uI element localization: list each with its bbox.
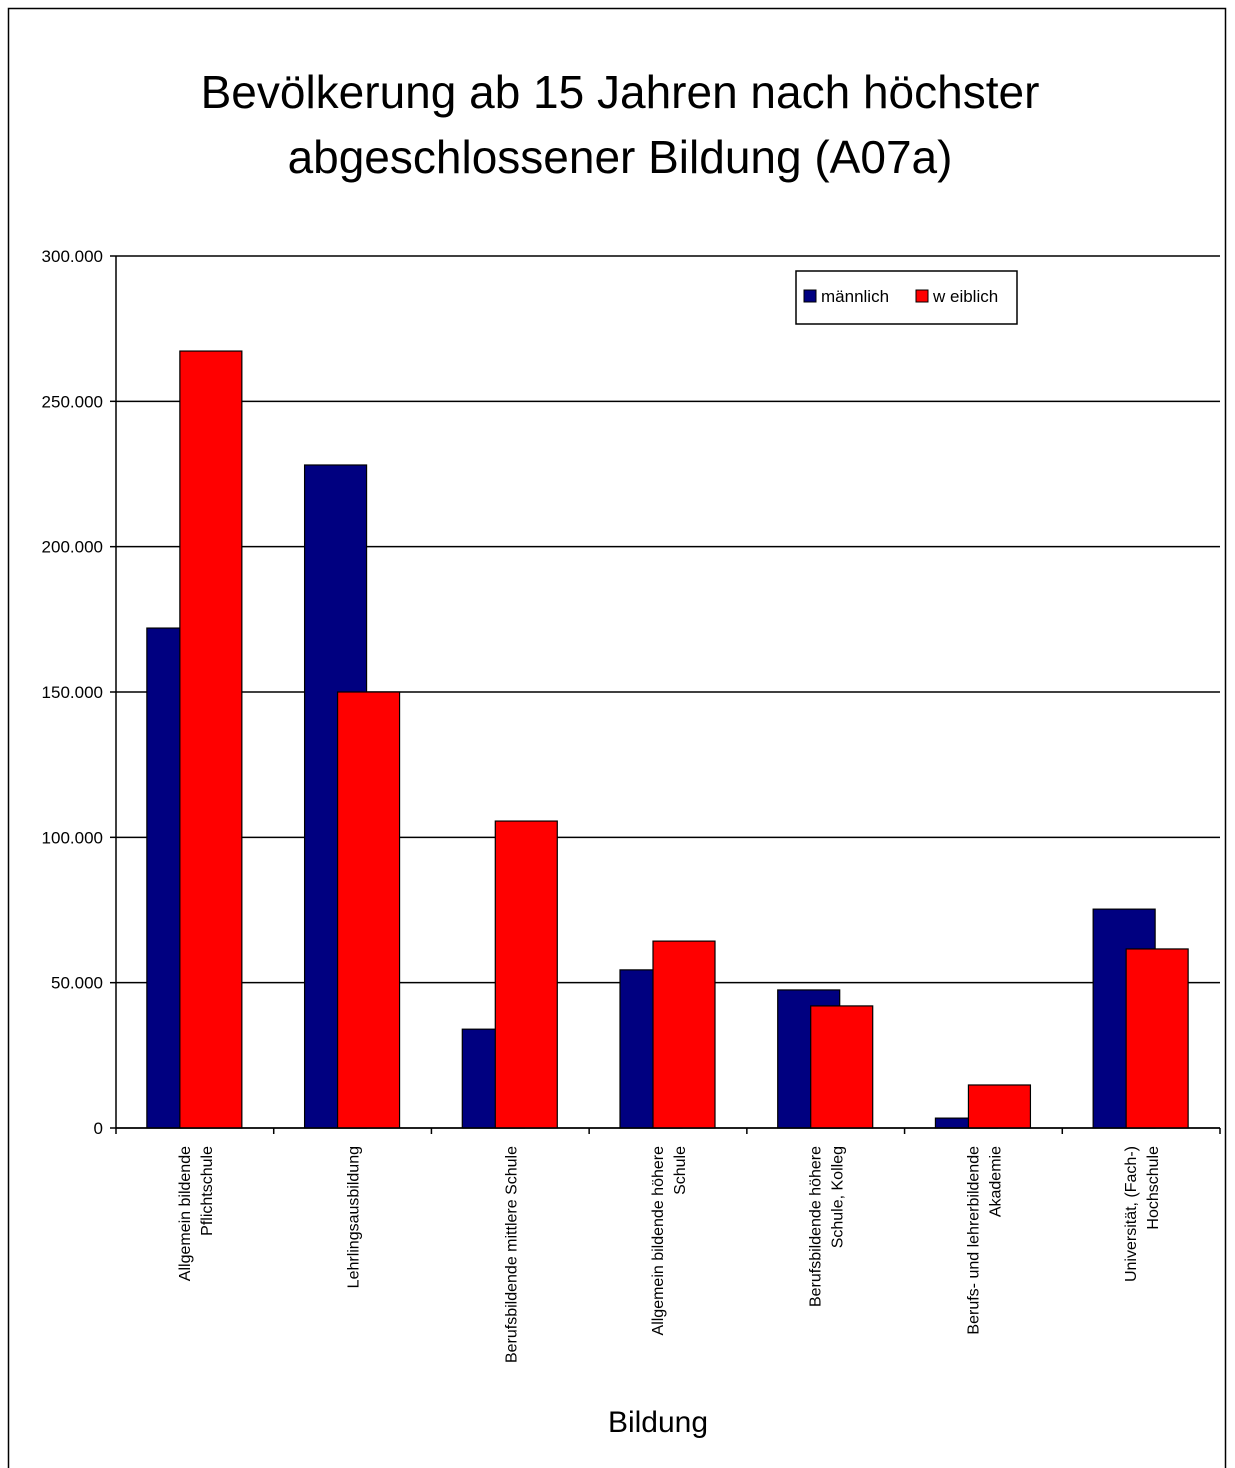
x-tick-label: Akademie (987, 1146, 1004, 1217)
bar (652, 940, 716, 1129)
x-tick-label: Allgemein bildende (177, 1146, 194, 1281)
legend-label: männlich (821, 287, 889, 306)
y-tick-label: 50.000 (51, 974, 103, 993)
bar (336, 691, 401, 1129)
legend-swatch (915, 289, 929, 303)
x-tick-label: Berufsbildende mittlere Schule (503, 1146, 520, 1363)
y-tick-label: 150.000 (42, 683, 103, 702)
legend-label: w eiblich (932, 287, 998, 306)
y-tick-label: 0 (94, 1119, 103, 1138)
x-tick-label: Berufsbildende höhere (808, 1146, 825, 1307)
x-axis-label: Bildung (608, 1406, 708, 1439)
x-tick-label: Schule, Kolleg (830, 1146, 847, 1248)
x-tick-label: Pflichtschule (199, 1146, 216, 1236)
chart-title: abgeschlossener Bildung (A07a) (288, 131, 953, 183)
x-tick-label: Universität, (Fach-) (1123, 1146, 1140, 1282)
y-tick-label: 100.000 (42, 828, 103, 847)
bar (494, 820, 558, 1129)
legend-swatch (803, 289, 817, 303)
y-tick-label: 300.000 (42, 247, 103, 266)
x-tick-label: Hochschule (1145, 1146, 1162, 1230)
bar (810, 1005, 874, 1129)
x-tick-label: Schule (672, 1146, 689, 1195)
bar (1125, 948, 1189, 1129)
x-tick-label: Lehrlingsausbildung (346, 1146, 363, 1288)
legend-box (795, 270, 1018, 325)
x-tick-label: Allgemein bildende höhere (650, 1146, 667, 1336)
bar (967, 1084, 1032, 1129)
bar (179, 350, 243, 1129)
y-tick-label: 200.000 (42, 538, 103, 557)
y-tick-label: 250.000 (42, 392, 103, 411)
chart-title: Bevölkerung ab 15 Jahren nach höchster (201, 66, 1040, 118)
x-tick-label: Berufs- und lehrerbildende (965, 1146, 982, 1335)
